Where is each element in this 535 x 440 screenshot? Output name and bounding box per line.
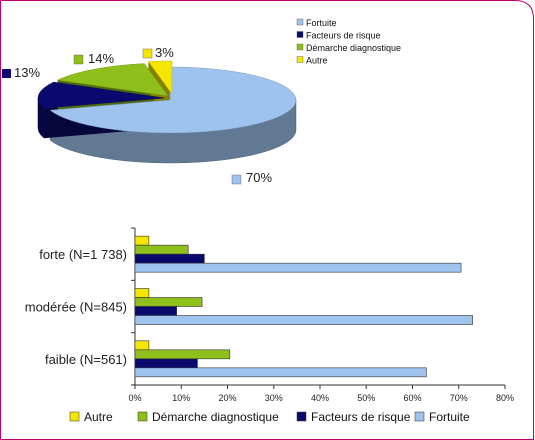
pie-label-swatch-3 — [142, 48, 153, 59]
legend-label: Démarche diagnostique — [306, 43, 401, 53]
bar-fortuite — [134, 315, 473, 325]
pie-slice-autre — [147, 60, 173, 95]
legend-label: Fortuite — [429, 410, 470, 424]
bar-facteurs-de-risque — [134, 253, 205, 264]
legend-swatch — [296, 43, 304, 51]
pie-value-label: 13% — [14, 65, 40, 80]
pie-slice-facteurs-de-risque — [37, 81, 165, 109]
pie-slice-fortuite — [49, 66, 297, 134]
legend-swatch — [296, 31, 304, 38]
legend-label: Facteurs de risque — [306, 31, 381, 41]
legend-swatch — [137, 411, 148, 422]
bar-d-marche-diagnostique — [134, 244, 189, 255]
x-tick-label: 40% — [311, 393, 329, 403]
bar-autre — [134, 288, 150, 298]
x-tick-label: 70% — [450, 393, 468, 403]
legend-label: Facteurs de risque — [311, 410, 411, 424]
legend-label: Démarche diagnostique — [152, 410, 279, 424]
bar-fortuite — [134, 367, 427, 378]
pie-value-label: 3% — [155, 45, 174, 60]
bar-fortuite — [134, 262, 462, 273]
pie-label-swatch-2 — [73, 54, 84, 65]
legend-label: Fortuite — [306, 18, 337, 28]
legend-swatch — [69, 411, 80, 422]
bar-d-marche-diagnostique — [134, 349, 231, 360]
legend-swatch — [296, 18, 304, 26]
pie-value-label: 14% — [88, 51, 114, 66]
x-tick-label: 10% — [172, 393, 190, 403]
pie-slice-d-marche-diagnostique — [56, 63, 169, 97]
bar-facteurs-de-risque — [134, 358, 198, 369]
bar-autre — [134, 340, 150, 351]
x-tick-label: 60% — [403, 393, 421, 403]
pie-label-swatch-0 — [231, 174, 242, 185]
pie-chart: 70% 13% 14% 3% — [2, 45, 297, 185]
legend-label: Autre — [84, 410, 113, 424]
x-tick-label: 80% — [496, 393, 514, 403]
pie-label-swatch-1 — [2, 69, 11, 78]
x-tick-label: 0% — [128, 393, 141, 403]
bar-facteurs-de-risque — [134, 306, 177, 316]
bar-autre — [134, 235, 150, 246]
bar-d-marche-diagnostique — [134, 297, 203, 307]
pie-legend: Fortuite Facteurs de risque Démarche diagn… — [296, 18, 401, 66]
bar-chart: 0% 10% 20% 30% 40% 50% 60% 70% 80% forte (N=1 738… — [25, 227, 514, 403]
category-label: forte (N=1 738) — [39, 247, 127, 262]
bar-legend: Autre Démarche diagnostique Facteurs de ri… — [69, 410, 470, 424]
x-tick-label: 20% — [218, 393, 236, 403]
legend-swatch — [296, 56, 304, 63]
x-tick-label: 30% — [265, 393, 283, 403]
category-label: faible (N=561) — [45, 352, 127, 367]
legend-label: Autre — [306, 56, 328, 66]
legend-swatch — [414, 411, 425, 422]
category-label: modérée (N=845) — [25, 300, 127, 315]
legend-swatch — [296, 411, 307, 422]
pie-value-label: 70% — [246, 170, 272, 185]
x-tick-label: 50% — [357, 393, 375, 403]
